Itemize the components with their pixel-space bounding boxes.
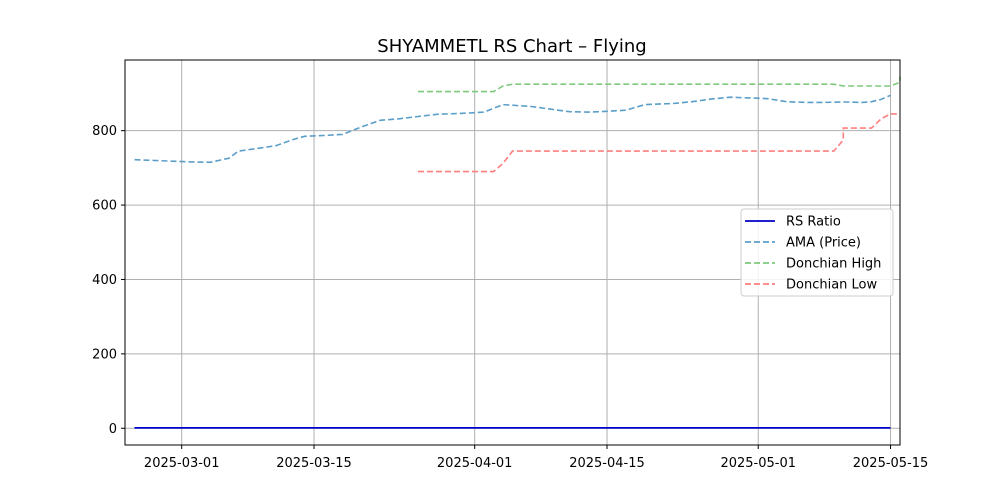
x-tick-label: 2025-03-15	[276, 456, 352, 471]
y-tick-label: 600	[92, 199, 117, 214]
y-tick-label: 800	[92, 124, 117, 139]
legend-label: Donchian High	[786, 257, 881, 272]
series-layer	[134, 76, 901, 429]
legend: RS Ratio AMA (Price) Donchian High Donchian…	[740, 208, 894, 297]
x-axis-ticks: 2025-03-01 2025-03-15 2025-04-01 2025-04-15…	[144, 445, 928, 471]
y-tick-label: 400	[92, 273, 117, 288]
x-tick-label: 2025-03-01	[144, 456, 220, 471]
series-line-donchian-low	[418, 113, 900, 173]
legend-box	[740, 208, 894, 297]
x-tick-label: 2025-05-15	[853, 456, 929, 471]
y-tick-label: 200	[92, 347, 117, 362]
x-tick-label: 2025-04-15	[569, 456, 645, 471]
series-line-donchian-high	[418, 76, 901, 93]
legend-label: Donchian Low	[786, 278, 878, 293]
series-line-ama-price	[134, 94, 891, 164]
x-tick-label: 2025-04-01	[437, 456, 513, 471]
x-tick-label: 2025-05-01	[720, 456, 796, 471]
plot-frame	[124, 59, 901, 446]
chart-title: SHYAMMETL RS Chart – Flying	[377, 36, 646, 57]
y-tick-label: 0	[109, 422, 117, 437]
y-axis-ticks: 0 200 400 600 800	[92, 124, 125, 437]
legend-label: AMA (Price)	[786, 236, 861, 251]
legend-label: RS Ratio	[786, 215, 841, 230]
